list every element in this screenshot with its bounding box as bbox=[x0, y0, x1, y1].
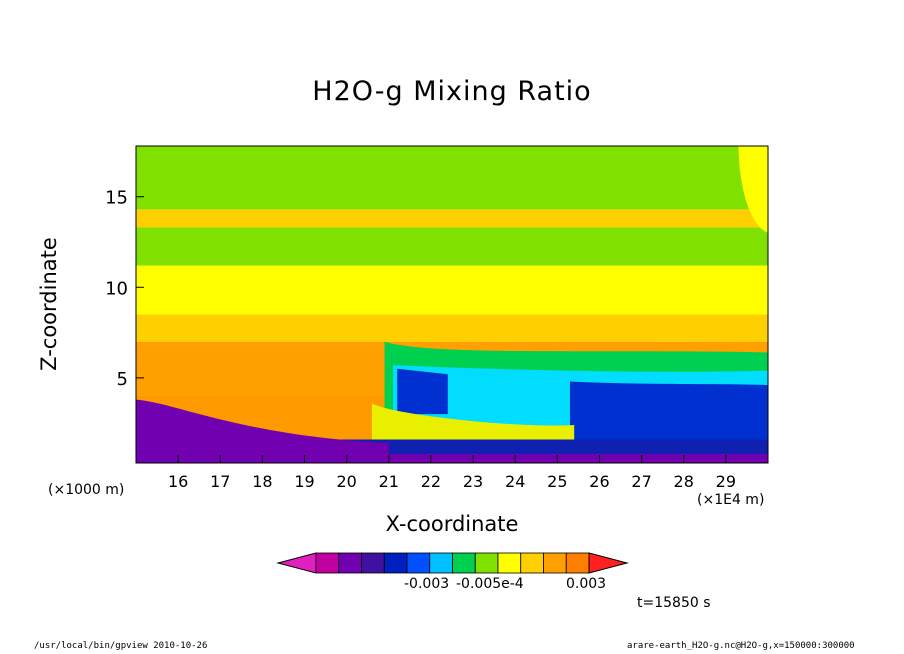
colorbar-left-arrow bbox=[276, 552, 317, 574]
x-tick-label-10: 26 bbox=[589, 472, 609, 491]
colorbar-right-arrow bbox=[588, 552, 629, 574]
band-7 bbox=[136, 146, 768, 210]
footer-left: /usr/local/bin/gpview 2010-10-26 bbox=[34, 641, 208, 651]
footer-right: arare-earth_H2O-g.nc@H2O-g,x=150000:3000… bbox=[627, 641, 855, 651]
x-axis-label: X-coordinate bbox=[385, 512, 519, 536]
colorbar-segment-8 bbox=[497, 552, 522, 574]
chart-title: H2O-g Mixing Ratio bbox=[312, 76, 592, 107]
x-tick-label-6: 22 bbox=[421, 472, 441, 491]
colorbar-segment-6 bbox=[452, 552, 476, 574]
x-tick-label-0: 16 bbox=[168, 472, 188, 491]
x-tick-label-5: 21 bbox=[379, 472, 399, 491]
region-top-yellow bbox=[738, 146, 768, 233]
time-label: t=15850 s bbox=[637, 595, 711, 611]
region-blue bbox=[569, 381, 768, 447]
colorbar-segment-4 bbox=[406, 552, 431, 574]
y-tick-label-0: 5 bbox=[117, 369, 128, 390]
colorbar-segment-5 bbox=[429, 552, 453, 574]
colorbar-segment-9 bbox=[520, 552, 544, 574]
colorbar-label-3: 0.003 bbox=[566, 576, 607, 592]
x-scale-note: (×1E4 m) bbox=[697, 492, 765, 508]
x-tick-label-9: 25 bbox=[547, 472, 567, 491]
colorbar-label-1: -0.003 bbox=[404, 576, 450, 592]
x-tick-label-3: 19 bbox=[294, 472, 314, 491]
y-tick-label-2: 15 bbox=[105, 188, 128, 209]
colorbar-segment-11 bbox=[565, 552, 590, 574]
x-tick-label-8: 24 bbox=[505, 472, 525, 491]
x-unit-note: (×1000 m) bbox=[48, 482, 125, 498]
x-tick-label-2: 18 bbox=[252, 472, 272, 491]
colorbar-label-2: -0.005e-4 bbox=[456, 576, 524, 592]
plot-frame bbox=[135, 145, 769, 464]
x-tick-label-11: 27 bbox=[631, 472, 651, 491]
region-purple bbox=[136, 399, 389, 463]
band-5 bbox=[136, 227, 768, 266]
colorbar-segment-3 bbox=[383, 552, 408, 574]
colorbar-segment-10 bbox=[543, 552, 567, 574]
colorbar-segment-0 bbox=[315, 552, 340, 574]
x-tick-label-7: 23 bbox=[463, 472, 483, 491]
x-tick-label-13: 29 bbox=[716, 472, 736, 491]
x-tick-label-4: 20 bbox=[336, 472, 356, 491]
region-blue-small bbox=[397, 368, 448, 415]
band-3 bbox=[136, 314, 768, 342]
x-tick-label-12: 28 bbox=[674, 472, 694, 491]
y-axis-label: Z-coordinate bbox=[37, 237, 61, 371]
band-4 bbox=[136, 265, 768, 315]
colorbar-segment-2 bbox=[361, 552, 385, 574]
x-tick-label-1: 17 bbox=[210, 472, 230, 491]
region-yellow-low bbox=[371, 403, 575, 440]
y-tick-label-1: 10 bbox=[105, 278, 128, 299]
colorbar-segment-1 bbox=[338, 552, 362, 574]
colorbar-segment-7 bbox=[474, 552, 499, 574]
band-6 bbox=[136, 209, 768, 228]
